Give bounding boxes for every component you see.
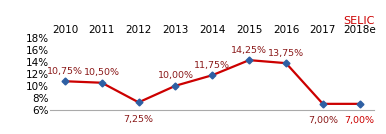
Text: SELIC: SELIC — [343, 16, 374, 26]
Text: 10,50%: 10,50% — [84, 68, 120, 77]
Text: 7,25%: 7,25% — [124, 115, 154, 124]
Text: 11,75%: 11,75% — [194, 61, 230, 70]
Text: 13,75%: 13,75% — [268, 49, 304, 58]
Text: 7,00%: 7,00% — [345, 116, 375, 125]
Text: 10,00%: 10,00% — [157, 71, 193, 80]
Text: 14,25%: 14,25% — [231, 46, 267, 55]
Text: 10,75%: 10,75% — [47, 67, 83, 76]
Text: 7,00%: 7,00% — [308, 116, 338, 125]
